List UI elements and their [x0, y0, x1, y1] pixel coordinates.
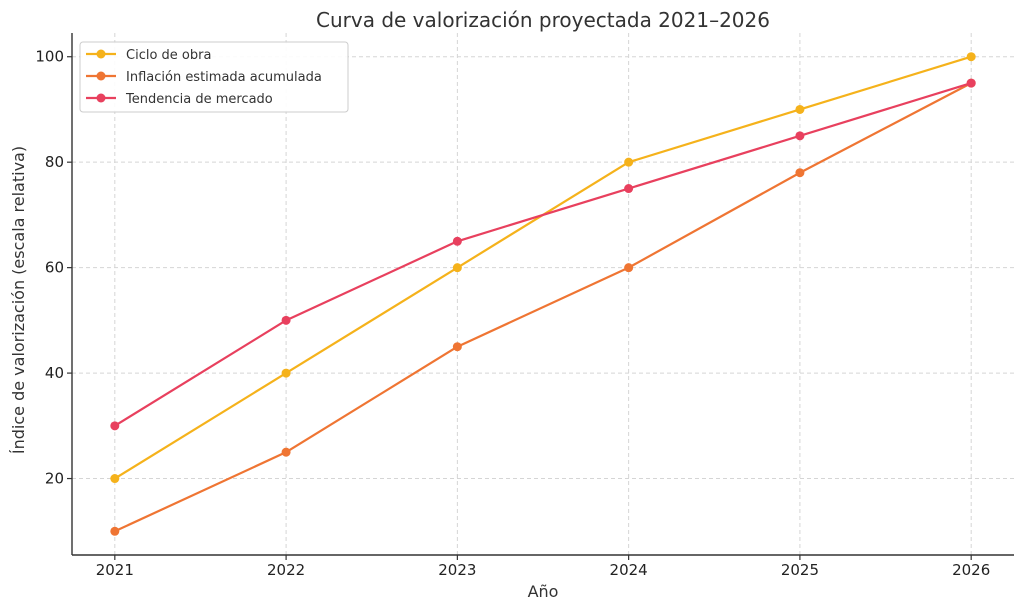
legend-label: Ciclo de obra — [126, 48, 211, 63]
data-point — [795, 104, 805, 114]
data-point — [624, 184, 634, 194]
chart-title: Curva de valorización proyectada 2021–20… — [316, 8, 770, 32]
y-tick-label: 20 — [45, 470, 64, 488]
x-tick-label: 2022 — [267, 561, 305, 579]
x-tick-label: 2026 — [952, 561, 990, 579]
y-tick-label: 60 — [45, 259, 64, 277]
data-point — [966, 78, 976, 88]
y-tick-label: 40 — [45, 364, 64, 382]
x-tick-label: 2025 — [781, 561, 819, 579]
axes: 2021 2022 2023 2024 2025 2026 20 40 60 80 100 — [35, 33, 1014, 579]
x-tick-label: 2024 — [610, 561, 648, 579]
legend-marker — [96, 71, 106, 81]
data-point — [624, 263, 634, 273]
series-lines — [110, 52, 976, 536]
legend-item: Ciclo de obra — [86, 48, 211, 63]
data-point — [452, 342, 462, 352]
y-axis-label: Índice de valorización (escala relativa) — [9, 146, 28, 454]
series-2 — [110, 78, 976, 431]
legend-item: Inflación estimada acumulada — [86, 70, 322, 85]
legend-box — [79, 41, 349, 113]
y-tick-label: 100 — [35, 48, 64, 66]
data-point — [795, 131, 805, 141]
data-point — [452, 263, 462, 273]
data-point — [795, 168, 805, 178]
data-point — [452, 236, 462, 246]
data-point — [281, 447, 291, 457]
legend-label: Tendencia de mercado — [125, 92, 273, 107]
data-point — [110, 421, 120, 431]
data-point — [110, 474, 120, 484]
legend-marker — [96, 49, 106, 59]
x-tick-label: 2021 — [96, 561, 134, 579]
data-point — [281, 368, 291, 378]
series-1 — [110, 78, 976, 536]
legend-item: Tendencia de mercado — [86, 92, 273, 107]
legend: Ciclo de obra Inflación estimada acumulad… — [79, 41, 349, 113]
series-line — [114, 82, 972, 427]
data-point — [624, 157, 634, 167]
legend-label: Inflación estimada acumulada — [126, 70, 322, 85]
data-point — [966, 52, 976, 62]
series-line — [114, 82, 972, 533]
legend-marker — [96, 93, 106, 103]
x-tick-label: 2023 — [438, 561, 476, 579]
x-axis-label: Año — [528, 582, 559, 601]
data-point — [281, 315, 291, 325]
data-point — [110, 526, 120, 536]
y-tick-label: 80 — [45, 153, 64, 171]
